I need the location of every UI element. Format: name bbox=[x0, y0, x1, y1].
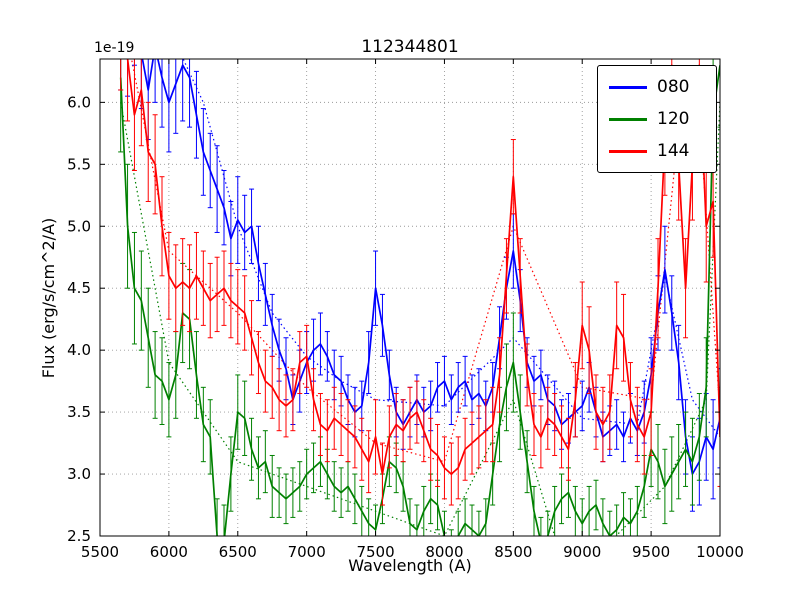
legend-label: 120 bbox=[657, 109, 690, 129]
series-line-144 bbox=[126, 59, 720, 475]
legend-line-swatch-080 bbox=[609, 85, 647, 89]
legend: 080 120 144 bbox=[597, 65, 717, 173]
x-tick-label: 9000 bbox=[563, 543, 601, 561]
x-tick-label: 7000 bbox=[288, 543, 326, 561]
axes-frame bbox=[99, 58, 721, 537]
x-tick-label: 6500 bbox=[219, 543, 257, 561]
series-line-120 bbox=[119, 65, 720, 536]
x-tick-label: 7500 bbox=[356, 543, 394, 561]
y-tick-label: 2.5 bbox=[67, 527, 91, 545]
ticks: 5500 6000 6500 7000 7500 8000 8500 9000 9500 1000… bbox=[67, 59, 744, 561]
chart-title: 112344801 bbox=[361, 37, 459, 57]
y-tick-label: 3.5 bbox=[67, 403, 91, 421]
y-tick-label: 4.5 bbox=[67, 279, 91, 297]
x-tick-label: 8500 bbox=[494, 543, 532, 561]
series-line-080 bbox=[141, 59, 720, 475]
y-axis-label: Flux (erg/s/cm^2/A) bbox=[39, 217, 58, 379]
legend-entry: 080 bbox=[598, 71, 716, 103]
x-tick-label: 6000 bbox=[150, 543, 188, 561]
legend-label: 144 bbox=[657, 141, 690, 161]
legend-entry: 144 bbox=[598, 135, 716, 167]
x-axis-label: Wavelength (A) bbox=[348, 556, 472, 575]
y-tick-label: 3.0 bbox=[67, 465, 91, 483]
legend-line-swatch-144 bbox=[609, 149, 647, 153]
series-layer bbox=[118, 59, 720, 536]
x-tick-label: 9500 bbox=[632, 543, 670, 561]
x-tick-label: 5500 bbox=[81, 543, 119, 561]
series-fit-144 bbox=[130, 59, 720, 463]
legend-line-swatch-120 bbox=[609, 117, 647, 121]
y-tick-label: 4.0 bbox=[67, 341, 91, 359]
y-tick-label: 5.5 bbox=[67, 155, 91, 173]
y-axis-offset-label: 1e-19 bbox=[94, 40, 135, 56]
x-tick-label: 10000 bbox=[696, 543, 744, 561]
x-tick-label: 8000 bbox=[425, 543, 463, 561]
y-tick-label: 5.0 bbox=[67, 217, 91, 235]
legend-label: 080 bbox=[657, 77, 690, 97]
y-tick-label: 6.0 bbox=[67, 93, 91, 111]
legend-entry: 120 bbox=[598, 103, 716, 135]
